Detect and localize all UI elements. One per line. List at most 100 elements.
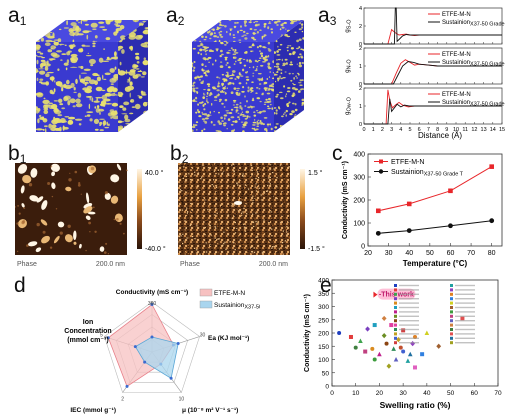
water-domain-mark — [284, 34, 288, 37]
water-domain-mark — [216, 27, 221, 30]
x-tick-label: 1 — [372, 127, 375, 133]
x-tick-label: 3 — [390, 127, 393, 133]
water-domain-mark — [239, 105, 242, 108]
afm-b1-mode: Phase — [17, 261, 37, 268]
afm-texture-mark — [211, 184, 213, 186]
afm-texture-mark — [228, 194, 230, 196]
water-domain-mark — [63, 27, 69, 29]
water-domain-mark — [51, 91, 55, 95]
afm-texture-mark — [237, 210, 240, 212]
afm-domain-mark — [30, 168, 38, 178]
water-domain-mark — [258, 45, 262, 48]
water-domain-mark — [118, 48, 121, 51]
afm-b2-scale-bar: 200.0 nm — [259, 261, 288, 268]
water-domain-mark — [281, 115, 284, 118]
water-domain-mark — [69, 98, 76, 104]
afm-texture-mark — [217, 243, 219, 245]
afm-texture-mark — [181, 234, 183, 236]
water-domain-mark — [257, 73, 262, 75]
water-domain-mark — [70, 59, 78, 64]
afm-texture-mark — [213, 170, 215, 172]
radar-point — [150, 335, 154, 339]
x-tick-label: 20 — [376, 390, 384, 397]
afm-texture-mark — [287, 183, 290, 185]
water-domain-mark — [260, 54, 264, 58]
water-domain-mark — [246, 78, 250, 81]
water-domain-mark — [294, 103, 297, 106]
afm-texture-mark — [184, 188, 186, 190]
water-domain-mark — [201, 101, 204, 104]
afm-texture-mark — [276, 177, 278, 179]
afm-domain-mark — [79, 243, 82, 249]
water-domain-mark — [38, 32, 42, 35]
afm-texture-mark — [69, 172, 71, 174]
afm-texture-mark — [260, 180, 262, 182]
afm-texture-mark — [208, 207, 210, 209]
x-tick-label: 70 — [467, 250, 475, 257]
water-domain-mark — [192, 87, 196, 91]
water-domain-mark — [274, 126, 278, 129]
water-domain-mark — [226, 72, 229, 76]
water-domain-mark — [106, 121, 109, 126]
water-domain-mark — [59, 126, 62, 132]
afm-texture-mark — [224, 228, 227, 230]
afm-domain-mark — [87, 211, 96, 215]
radar-point — [106, 336, 110, 340]
afm-texture-mark — [259, 219, 261, 221]
afm-texture-mark — [254, 184, 256, 186]
water-domain-mark — [260, 78, 264, 81]
afm-texture-mark — [181, 209, 183, 211]
water-domain-mark — [248, 59, 252, 61]
water-domain-mark — [263, 103, 267, 105]
y-tick-label: 1 — [359, 104, 362, 110]
x-tick-label: 2 — [381, 127, 384, 133]
afm-texture-mark — [284, 240, 286, 242]
water-domain-mark — [240, 75, 244, 77]
water-domain-mark — [258, 79, 261, 82]
water-domain-mark — [101, 89, 106, 92]
water-domain-mark — [82, 87, 89, 91]
legend-swatch — [450, 310, 453, 314]
legend-entry-placeholder — [455, 315, 475, 317]
water-domain-mark — [260, 122, 264, 125]
water-domain-mark — [49, 58, 53, 61]
water-domain-mark — [203, 128, 206, 131]
afm-texture-mark — [185, 181, 187, 183]
water-domain-mark — [41, 116, 45, 120]
water-domain-mark — [229, 28, 233, 30]
water-domain-mark — [285, 22, 287, 24]
afm-texture-mark — [246, 249, 248, 251]
afm-texture-mark — [255, 221, 257, 223]
afm-texture-mark — [223, 171, 225, 173]
afm-texture-mark — [92, 206, 95, 209]
water-domain-mark — [300, 88, 304, 90]
afm-texture-mark — [216, 208, 218, 211]
afm-texture-mark — [271, 235, 273, 237]
afm-texture-mark — [240, 197, 242, 199]
afm-texture-mark — [252, 213, 254, 215]
water-domain-mark — [96, 76, 101, 82]
water-domain-mark — [193, 20, 196, 22]
water-domain-mark — [102, 74, 104, 80]
water-domain-mark — [55, 81, 63, 87]
water-domain-mark — [99, 121, 103, 125]
afm-b2-mode: Phase — [180, 261, 200, 268]
water-domain-mark — [252, 121, 257, 124]
afm-texture-mark — [255, 183, 257, 185]
afm-texture-mark — [225, 248, 227, 250]
water-domain-mark — [203, 92, 205, 95]
afm-texture-mark — [180, 235, 182, 237]
afm-texture-mark — [232, 172, 234, 174]
afm-texture-mark — [223, 170, 225, 172]
water-domain-mark — [95, 86, 103, 92]
afm-texture-mark — [182, 201, 184, 204]
water-domain-mark — [225, 71, 229, 73]
water-domain-mark — [202, 29, 205, 32]
water-domain-mark — [215, 130, 220, 132]
water-domain-mark — [235, 109, 239, 112]
water-domain-mark — [192, 129, 194, 132]
water-domain-mark — [255, 92, 258, 94]
afm-texture-mark — [182, 233, 184, 235]
afm-texture-mark — [215, 207, 217, 210]
afm-texture-mark — [252, 187, 254, 189]
